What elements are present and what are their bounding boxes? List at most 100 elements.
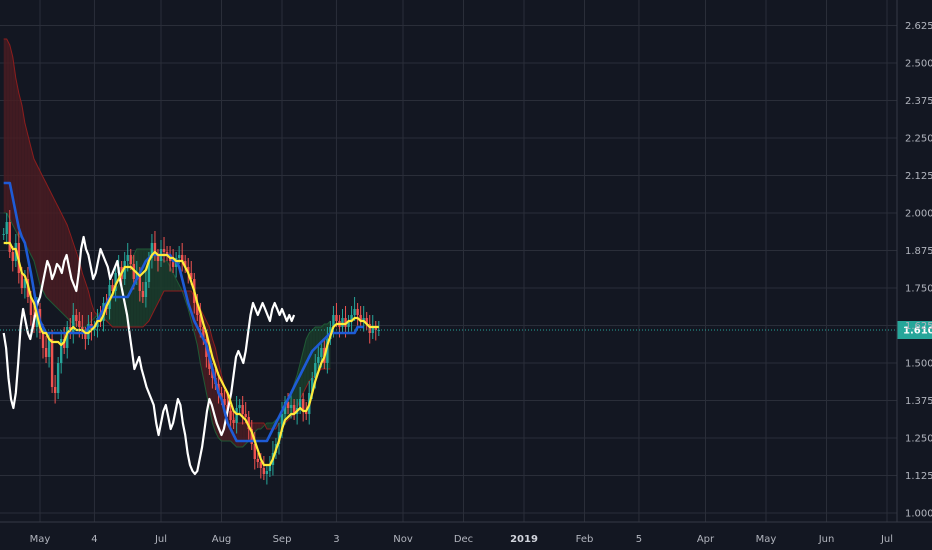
x-tick-label: Jul xyxy=(154,534,167,545)
candle-body xyxy=(84,333,87,339)
candle-body xyxy=(335,315,338,321)
candle-body xyxy=(184,261,187,267)
candle-body xyxy=(341,318,344,327)
candle-body xyxy=(23,279,27,288)
candle-body xyxy=(244,414,247,417)
cloud-segment xyxy=(300,351,304,399)
candle-body xyxy=(177,255,181,258)
kijun-sen-line xyxy=(3,181,364,443)
cloud-segment xyxy=(142,249,146,327)
candle-body xyxy=(208,357,211,369)
cloud-segment xyxy=(88,291,92,324)
cloud-segment xyxy=(30,147,34,261)
candle-body xyxy=(362,318,365,321)
cloud-segment xyxy=(170,267,174,291)
candle-body xyxy=(332,315,335,327)
candle-body xyxy=(235,408,238,423)
candle-body xyxy=(283,402,287,414)
y-tick-label: 2.375 xyxy=(905,96,932,107)
y-tick-label: 2.625 xyxy=(905,21,932,32)
cloud-segment xyxy=(12,57,16,231)
cloud-segment xyxy=(33,159,37,273)
candle-body xyxy=(156,255,160,261)
cloud-segment xyxy=(266,423,270,429)
candle-body xyxy=(190,273,193,279)
last-price-label: 1.610 xyxy=(903,326,932,337)
cloud-segment xyxy=(260,423,264,429)
candle-body xyxy=(317,357,320,363)
candle-body xyxy=(223,399,226,405)
cloud-segment xyxy=(36,165,40,285)
candle-body xyxy=(53,387,57,393)
candle-body xyxy=(187,267,190,273)
candle-body xyxy=(286,402,290,408)
cloud-segment xyxy=(73,243,77,324)
candle-body xyxy=(374,327,377,330)
last-price-line: 1.610 xyxy=(0,321,932,339)
cloud-segment xyxy=(167,261,171,291)
candle-body xyxy=(347,321,350,327)
candle-body xyxy=(353,309,356,315)
candle-body xyxy=(50,339,54,387)
y-tick-label: 2.500 xyxy=(905,59,932,70)
x-tick-label: 5 xyxy=(636,534,642,545)
y-tick-label: 1.750 xyxy=(905,284,932,295)
candle-body xyxy=(199,315,202,327)
candle-body xyxy=(129,255,132,264)
candle-body xyxy=(29,297,33,315)
candle-body xyxy=(311,378,314,393)
candle-body xyxy=(229,411,232,420)
candle-body xyxy=(44,348,48,357)
candle-body xyxy=(320,348,323,357)
candlesticks xyxy=(2,210,380,485)
cloud-segment xyxy=(21,105,25,243)
cloud-segment xyxy=(239,423,243,447)
x-tick-label: Jul xyxy=(880,534,893,545)
candle-body xyxy=(259,462,263,468)
cloud-segment xyxy=(46,183,50,300)
y-tick-label: 1.250 xyxy=(905,434,932,445)
cloud-segment xyxy=(263,423,267,429)
candle-body xyxy=(162,249,166,252)
x-tick-label: Nov xyxy=(393,534,413,545)
cloud-segment xyxy=(136,249,140,327)
candle-body xyxy=(220,393,223,399)
candle-body xyxy=(292,405,296,414)
cloud-segment xyxy=(218,363,222,441)
senkou-span-b-line xyxy=(3,38,331,430)
time-axis[interactable]: May 4 Jul Aug Sep 3 Nov Dec 2019 Feb 5 Apr May Jun Jul xyxy=(0,521,932,545)
x-tick-label: Feb xyxy=(576,534,594,545)
candle-body xyxy=(368,324,371,333)
candle-body xyxy=(150,243,154,258)
candle-body xyxy=(2,234,5,235)
candle-body xyxy=(365,318,368,324)
candle-body xyxy=(256,459,259,462)
cloud-segment xyxy=(161,258,165,297)
cloud-segment xyxy=(257,423,261,429)
y-tick-label: 2.250 xyxy=(905,134,932,145)
cloud-segment xyxy=(91,303,95,321)
candle-body xyxy=(153,243,157,255)
candle-body xyxy=(359,315,362,321)
price-axis[interactable]: 2.625 2.500 2.375 2.250 2.125 2.000 1.875 1.750… xyxy=(896,0,932,522)
candle-body xyxy=(280,414,284,432)
cloud-segment xyxy=(157,255,161,303)
candle-body xyxy=(232,420,235,423)
candle-body xyxy=(241,405,244,414)
candle-body xyxy=(135,273,138,279)
candle-body xyxy=(147,258,151,282)
y-tick-label: 1.500 xyxy=(905,359,932,370)
candle-body xyxy=(350,315,353,321)
candle-body xyxy=(305,411,308,414)
cloud-segment xyxy=(58,207,62,312)
last-price-tag xyxy=(897,321,932,339)
candle-body xyxy=(72,315,75,333)
y-tick-label: 1.875 xyxy=(905,246,932,257)
cloud-segment xyxy=(6,39,10,219)
x-tick-label: Apr xyxy=(697,534,715,545)
cloud-segment xyxy=(151,249,155,315)
candle-body xyxy=(126,255,129,261)
x-tick-label: Aug xyxy=(212,534,232,545)
candle-body xyxy=(11,252,14,261)
